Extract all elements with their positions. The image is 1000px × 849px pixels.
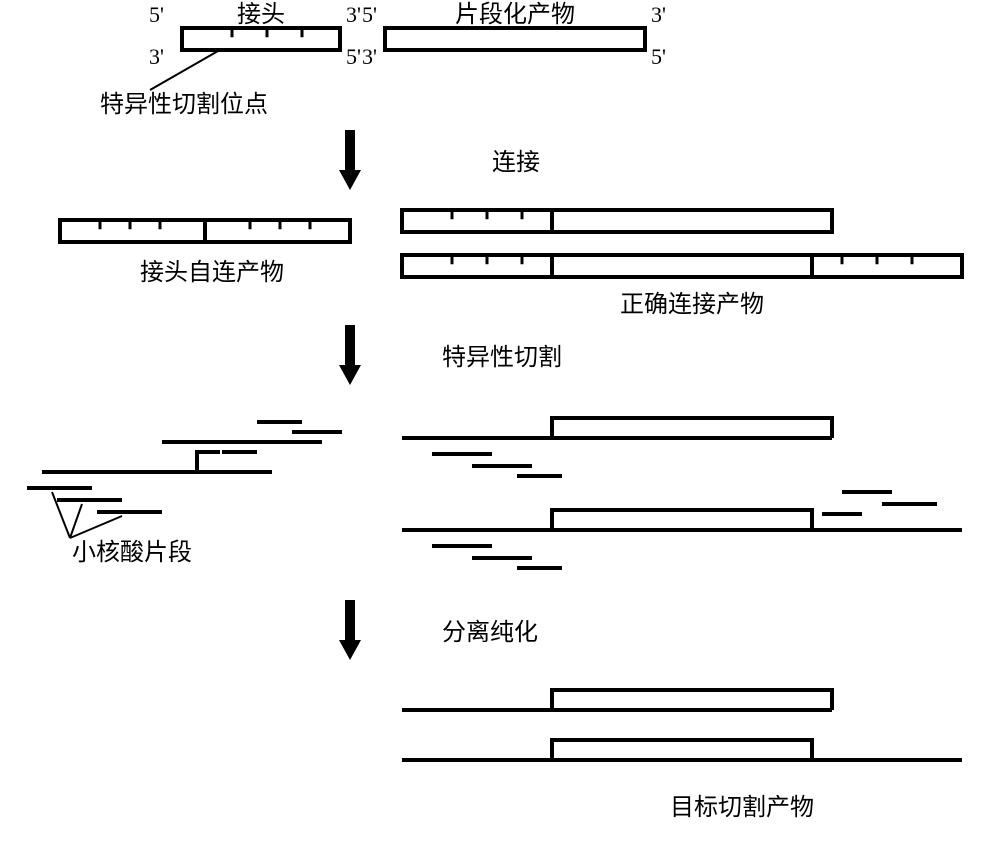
target-product-label: 目标切割产物 xyxy=(670,794,814,821)
adapter-box xyxy=(182,28,340,50)
purify-label: 分离纯化 xyxy=(442,619,538,646)
terminal-3: 3' xyxy=(346,2,361,27)
terminal-5: 5' xyxy=(651,44,666,69)
top-strand-segment xyxy=(552,510,812,530)
correct-ligation-box-1 xyxy=(402,210,832,232)
cleavage-site-label: 特异性切割位点 xyxy=(100,91,268,118)
terminal-3: 3' xyxy=(362,44,377,69)
terminal-5: 5' xyxy=(149,2,164,27)
specific-cleavage-label: 特异性切割 xyxy=(442,344,562,371)
adapter-label: 接头 xyxy=(237,1,285,28)
terminal-3: 3' xyxy=(651,2,666,27)
pointer-line xyxy=(70,516,122,538)
flow-arrow xyxy=(339,600,361,660)
flow-arrow xyxy=(339,130,361,190)
terminal-3: 3' xyxy=(149,44,164,69)
correct-ligation-label: 正确连接产物 xyxy=(620,291,764,318)
terminal-5: 5' xyxy=(362,2,377,27)
terminal-5: 5' xyxy=(346,44,361,69)
fragment-box xyxy=(385,28,645,50)
top-strand-segment xyxy=(552,418,832,438)
flow-arrow xyxy=(339,325,361,385)
hook xyxy=(197,452,220,472)
small-fragments-label: 小核酸片段 xyxy=(72,539,192,566)
ligation-label: 连接 xyxy=(492,149,540,176)
top-strand-segment xyxy=(552,740,812,760)
top-strand-segment xyxy=(552,690,832,710)
self-ligation-label: 接头自连产物 xyxy=(140,259,284,286)
fragment-label: 片段化产物 xyxy=(455,1,575,28)
